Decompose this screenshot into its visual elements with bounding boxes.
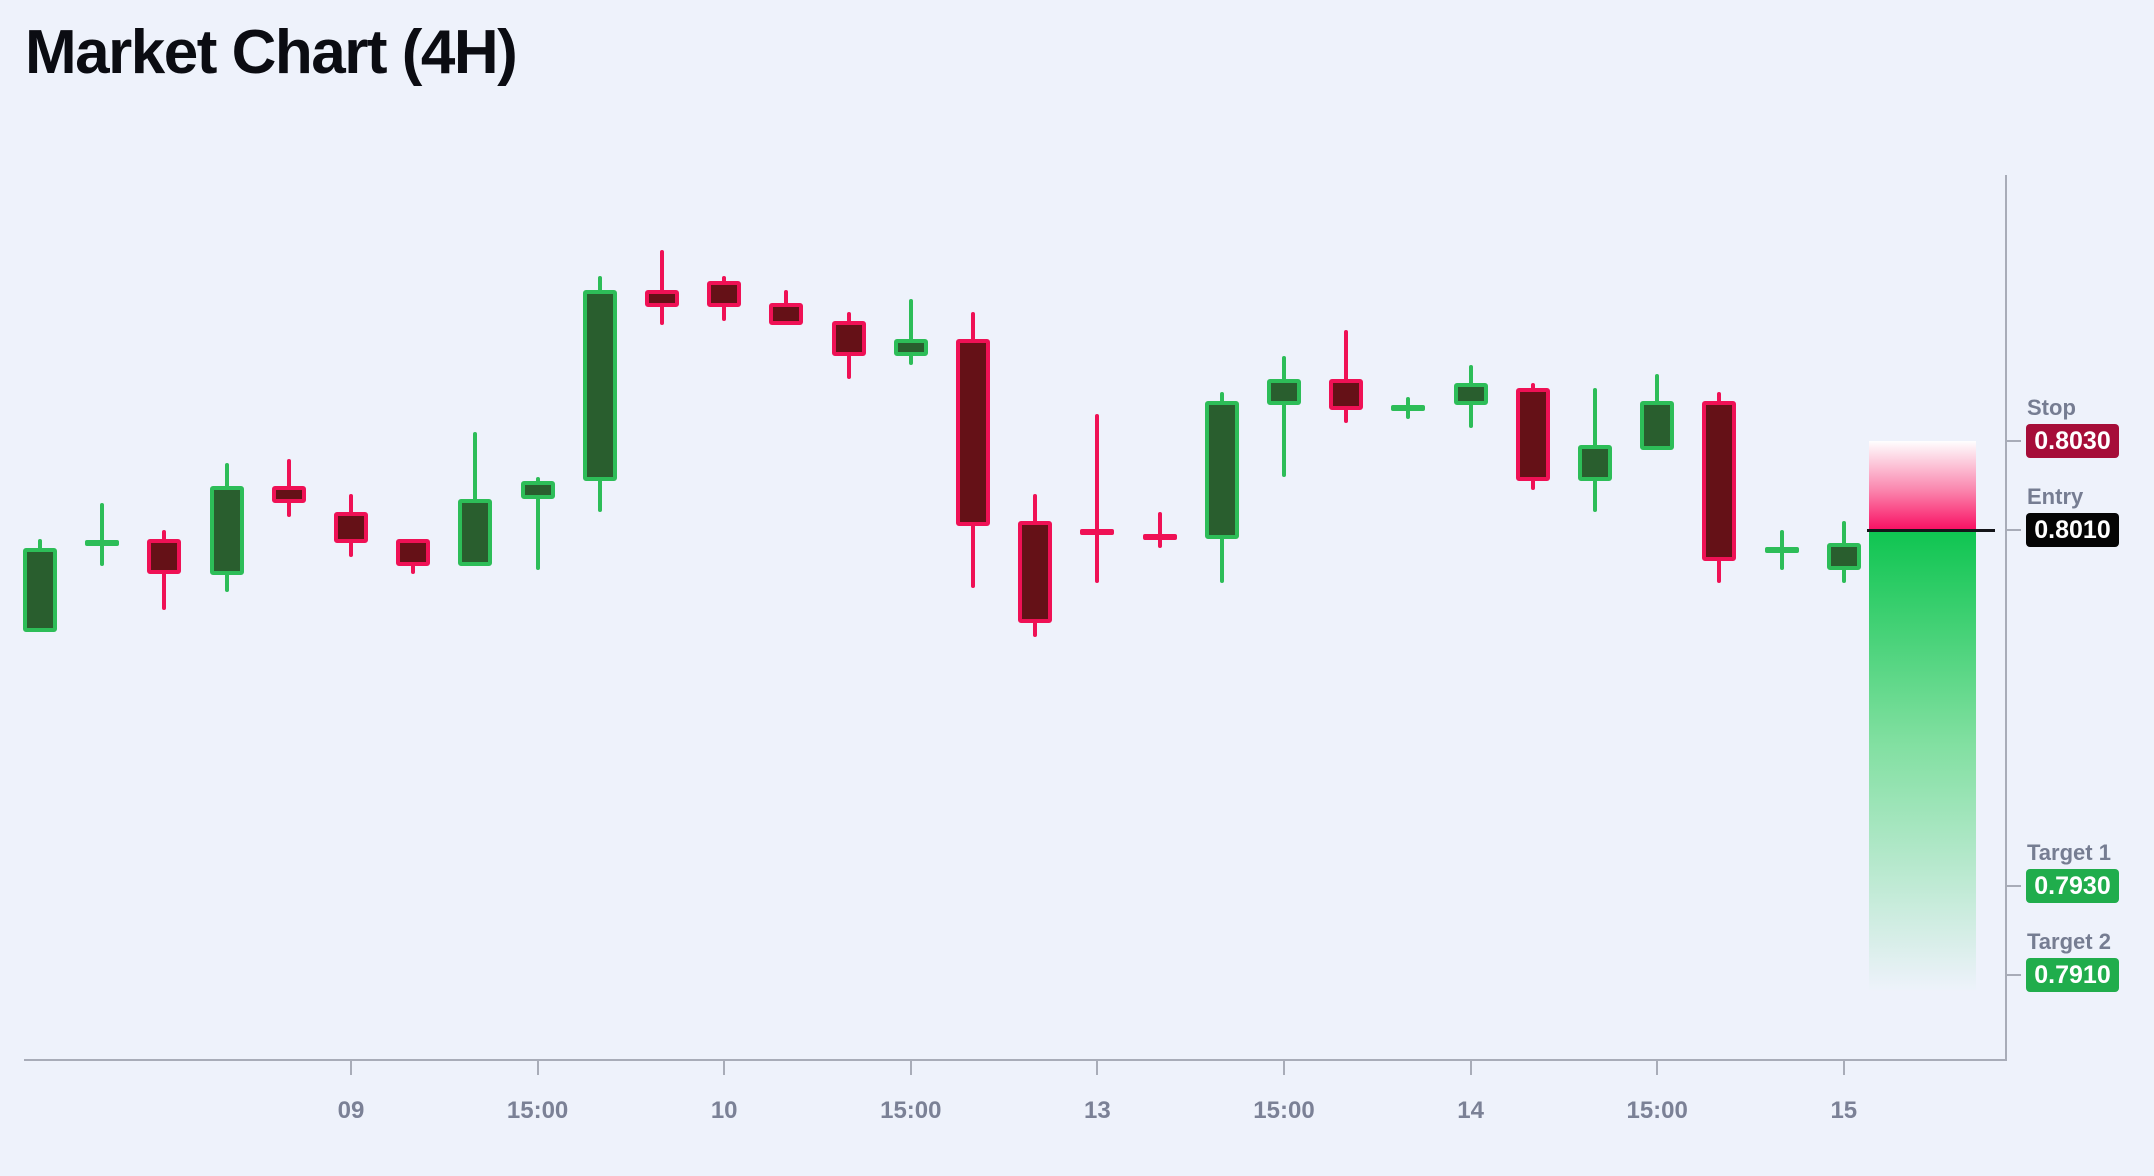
price-level-tick <box>2007 440 2021 442</box>
candle-body <box>1515 387 1550 482</box>
candle-body <box>147 538 182 575</box>
x-axis-tick <box>1656 1060 1659 1075</box>
candle-body <box>1329 378 1364 410</box>
candle-body <box>396 538 431 566</box>
x-axis-tick <box>1842 1060 1845 1075</box>
candle-body <box>85 540 120 547</box>
x-axis-label: 10 <box>710 1097 738 1124</box>
candle-body <box>893 338 928 357</box>
entry-price-badge: 0.8010 <box>2026 513 2119 547</box>
candle-body <box>520 481 555 499</box>
candle-body <box>582 289 617 482</box>
candle-wick <box>100 503 105 566</box>
x-axis-label: 15:00 <box>1253 1097 1315 1124</box>
x-axis-tick <box>350 1060 352 1075</box>
x-axis-label: 09 <box>337 1097 365 1124</box>
candle-body <box>1018 521 1053 624</box>
candle-body <box>334 512 368 544</box>
candle-body <box>1640 400 1675 450</box>
x-axis-line <box>24 1059 2007 1061</box>
candle-body <box>956 338 990 526</box>
x-axis-tick <box>536 1060 539 1075</box>
candle-body <box>1826 543 1861 571</box>
candle-body <box>1204 400 1239 539</box>
target1-label: Target 1 <box>2027 840 2111 865</box>
candle-body <box>209 485 244 575</box>
target1-price-badge: 0.7930 <box>2026 869 2119 903</box>
candle-body <box>23 547 57 633</box>
candle-body <box>645 289 679 308</box>
candle-body <box>1578 445 1612 482</box>
price-level-tick <box>2007 974 2021 976</box>
candle-body <box>1391 404 1426 411</box>
y-axis-line <box>2005 175 2007 1060</box>
candle-wick <box>1282 356 1286 477</box>
candle-body <box>769 303 804 326</box>
target2-price-badge: 0.7910 <box>2026 958 2119 992</box>
x-axis-tick <box>1469 1060 1472 1075</box>
candle-wick <box>1157 512 1162 548</box>
stop-price-badge: 0.8030 <box>2026 424 2119 458</box>
candle-wick <box>535 476 540 571</box>
entry-label: Entry <box>2027 484 2084 509</box>
reward-zone-gradient <box>1869 531 1976 992</box>
candle-body <box>1142 533 1177 540</box>
candle-wick <box>1095 414 1100 584</box>
candle-wick <box>908 298 913 366</box>
price-level-tick <box>2007 529 2021 531</box>
x-axis-label: 13 <box>1084 1097 1111 1124</box>
candle-body <box>1080 529 1115 536</box>
candle-body <box>458 498 493 566</box>
x-axis-tick <box>909 1060 912 1075</box>
price-level-tick <box>2007 885 2021 887</box>
x-axis-tick <box>723 1060 726 1075</box>
candle-wick <box>1344 329 1349 424</box>
risk-zone-gradient <box>1869 441 1976 530</box>
x-axis-tick <box>1283 1060 1285 1075</box>
candle-body <box>831 320 866 357</box>
x-axis-label: 15 <box>1830 1097 1858 1124</box>
target2-label: Target 2 <box>2027 929 2111 954</box>
entry-price-line <box>1867 529 1995 532</box>
candle-body <box>1453 383 1488 406</box>
page-title: Market Chart (4H) <box>25 18 518 87</box>
candle-body <box>1267 378 1301 406</box>
candle-body <box>271 485 306 504</box>
x-axis-label: 14 <box>1457 1097 1484 1124</box>
candle-body <box>1764 547 1799 554</box>
stop-label: Stop <box>2027 395 2076 420</box>
candle-body <box>1702 400 1737 562</box>
x-axis-label: 15:00 <box>506 1097 569 1124</box>
candle-wick <box>660 249 664 326</box>
x-axis-label: 15:00 <box>880 1097 942 1124</box>
candle-body <box>707 280 742 308</box>
x-axis-label: 15:00 <box>1626 1097 1688 1124</box>
x-axis-tick <box>1096 1060 1099 1075</box>
